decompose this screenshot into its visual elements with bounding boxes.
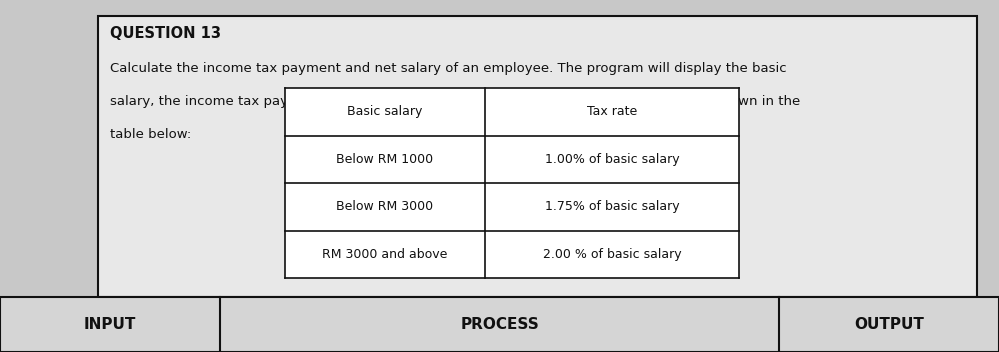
Text: Below RM 1000: Below RM 1000 (336, 153, 434, 166)
Bar (98, 16, 977, 297)
Text: RM 3000 and above: RM 3000 and above (322, 248, 448, 261)
Text: Basic salary: Basic salary (347, 105, 423, 118)
Text: OUTPUT: OUTPUT (854, 317, 924, 332)
Text: 2.00 % of basic salary: 2.00 % of basic salary (542, 248, 681, 261)
Text: table below:: table below: (110, 128, 191, 142)
Text: Below RM 3000: Below RM 3000 (336, 200, 434, 213)
Text: INPUT: INPUT (84, 317, 136, 332)
Text: QUESTION 13: QUESTION 13 (110, 26, 221, 42)
Text: salary, the income tax payment and net salary for each employee. The income tax : salary, the income tax payment and net s… (110, 95, 800, 108)
Bar (0, 297, 999, 352)
Text: 1.75% of basic salary: 1.75% of basic salary (544, 200, 679, 213)
Text: Calculate the income tax payment and net salary of an employee. The program will: Calculate the income tax payment and net… (110, 62, 786, 75)
Text: 1.00% of basic salary: 1.00% of basic salary (544, 153, 679, 166)
Text: Tax rate: Tax rate (586, 105, 637, 118)
Bar (285, 88, 739, 278)
Text: PROCESS: PROCESS (461, 317, 538, 332)
